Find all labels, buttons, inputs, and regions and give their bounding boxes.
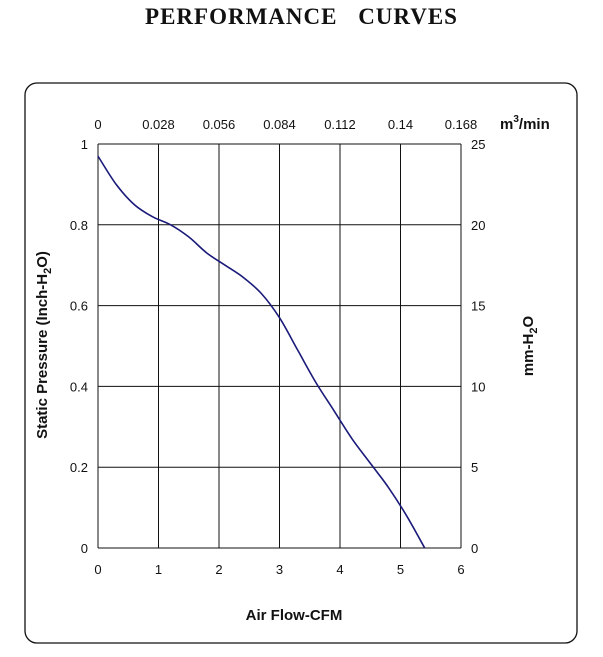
y-tick-label-left: 0.8: [70, 218, 88, 233]
y-tick-label-right: 5: [471, 460, 478, 475]
y-tick-label-right: 15: [471, 299, 485, 314]
x-tick-label: 1: [155, 562, 162, 577]
chart-ticks: 0 1 2 3 4 5 60 0.028 0.056 0.084 0.112 0.14 0.16800.…: [70, 117, 486, 577]
x-tick-label: 0: [94, 562, 101, 577]
x-tick-label: 3: [276, 562, 283, 577]
x-axis-label: Air Flow-CFM: [246, 607, 343, 624]
x-tick-label: 4: [336, 562, 343, 577]
y-axis-right-label: mm-H2O: [520, 316, 540, 377]
top-tick-label: 0.084: [263, 117, 296, 132]
chart-frame: [24, 82, 578, 644]
chart-grid: [97, 143, 462, 549]
x-tick-label: 5: [397, 562, 404, 577]
x-tick-label: 6: [457, 562, 464, 577]
top-tick-label: 0.14: [388, 117, 413, 132]
y-tick-label-right: 20: [471, 218, 485, 233]
top-axis-unit: m3/min: [500, 114, 550, 133]
y-tick-label-left: 0.4: [70, 379, 88, 394]
y-tick-label-left: 1: [81, 137, 88, 152]
x-tick-label: 2: [215, 562, 222, 577]
top-tick-label: 0.056: [203, 117, 236, 132]
top-tick-label: 0.112: [324, 117, 356, 132]
y-tick-label-left: 0.6: [70, 299, 88, 314]
y-tick-label-left: 0.2: [70, 460, 88, 475]
y-tick-label-right: 25: [471, 137, 485, 152]
y-axis-left-label: Static Pressure (Inch-H2O): [34, 251, 54, 439]
top-tick-label: 0: [94, 117, 101, 132]
y-tick-label-right: 0: [471, 541, 478, 556]
top-tick-label: 0.028: [142, 117, 175, 132]
y-tick-label-left: 0: [81, 541, 88, 556]
y-tick-label-right: 10: [471, 379, 485, 394]
page-title: PERFORMANCE CURVES: [145, 4, 458, 29]
top-tick-label: 0.168: [445, 117, 478, 132]
series-line: [97, 155, 426, 549]
